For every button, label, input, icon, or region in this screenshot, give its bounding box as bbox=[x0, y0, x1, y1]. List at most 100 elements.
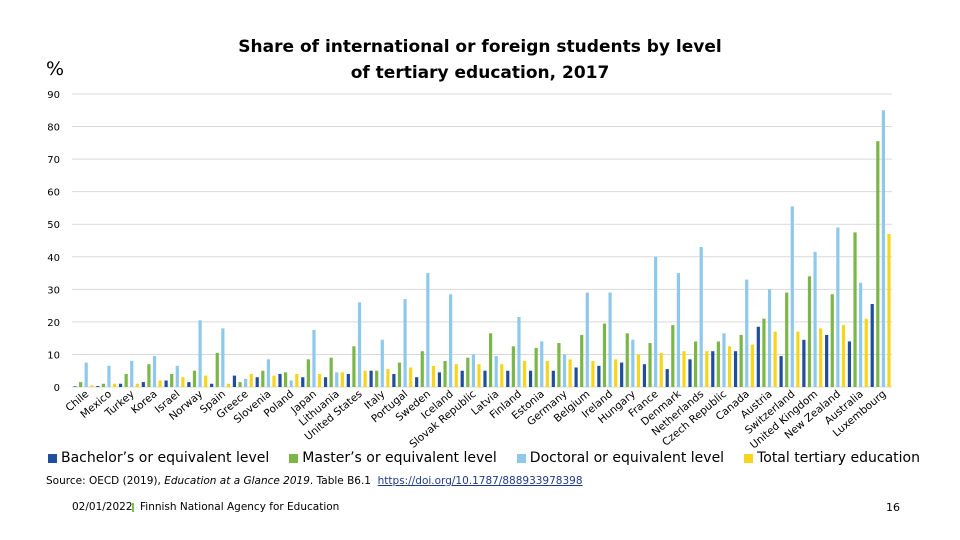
bar bbox=[369, 370, 373, 387]
bar bbox=[841, 325, 846, 387]
bar bbox=[779, 356, 783, 387]
bar bbox=[568, 359, 572, 387]
legend-swatch bbox=[289, 453, 299, 463]
bar bbox=[739, 334, 743, 387]
source-link[interactable]: https://doi.org/10.1787/888933978398 bbox=[377, 475, 583, 487]
bar bbox=[500, 364, 504, 387]
bar bbox=[449, 294, 453, 387]
bar bbox=[887, 233, 891, 387]
bar bbox=[762, 318, 766, 387]
bar bbox=[466, 357, 470, 387]
bar bbox=[340, 372, 344, 387]
bar bbox=[187, 382, 191, 387]
bar bbox=[147, 364, 151, 387]
bar bbox=[602, 323, 607, 387]
bar bbox=[272, 375, 276, 387]
chart-title: Share of international or foreign studen… bbox=[238, 37, 722, 83]
bar bbox=[876, 141, 880, 387]
legend-item: Bachelor’s or equivalent level bbox=[48, 450, 269, 466]
bar bbox=[431, 365, 436, 387]
bar bbox=[511, 346, 515, 387]
bar bbox=[375, 370, 379, 387]
bar bbox=[750, 344, 754, 387]
bar bbox=[830, 294, 834, 387]
bar bbox=[454, 364, 458, 387]
legend-label: Doctoral or equivalent level bbox=[529, 450, 725, 466]
bar bbox=[443, 360, 447, 387]
bar bbox=[289, 380, 293, 387]
bar bbox=[722, 333, 726, 387]
y-tick-label: 70 bbox=[47, 155, 60, 166]
bar bbox=[130, 360, 134, 387]
bar bbox=[625, 333, 629, 387]
bar bbox=[317, 373, 322, 387]
bar bbox=[847, 341, 852, 387]
bar bbox=[802, 339, 806, 387]
bar bbox=[853, 232, 857, 387]
bar bbox=[665, 369, 669, 387]
bar bbox=[631, 339, 635, 387]
legend-swatch bbox=[516, 453, 526, 463]
bar bbox=[671, 325, 675, 387]
bar bbox=[215, 352, 219, 387]
bar bbox=[881, 110, 886, 388]
bar bbox=[397, 362, 402, 387]
bar bbox=[733, 351, 738, 387]
bar bbox=[545, 360, 549, 387]
bar bbox=[483, 370, 487, 387]
bar bbox=[301, 377, 305, 387]
bar bbox=[711, 351, 715, 387]
bar bbox=[420, 351, 424, 387]
bar bbox=[574, 367, 578, 387]
bar bbox=[767, 289, 772, 387]
bar bbox=[870, 303, 874, 387]
bar bbox=[528, 370, 533, 387]
bar bbox=[551, 370, 555, 387]
y-tick-label: 40 bbox=[47, 253, 60, 264]
bar bbox=[198, 320, 202, 387]
bar bbox=[557, 343, 561, 387]
bar bbox=[255, 377, 259, 387]
y-tick-label: 80 bbox=[47, 123, 60, 134]
bar bbox=[283, 372, 288, 387]
bar bbox=[756, 326, 760, 387]
y-tick-label: 60 bbox=[47, 188, 60, 199]
bar bbox=[614, 359, 618, 387]
bar bbox=[773, 331, 777, 387]
y-tick-label: 90 bbox=[47, 90, 60, 101]
bar bbox=[597, 365, 601, 387]
bar bbox=[471, 354, 476, 387]
bar bbox=[426, 273, 430, 387]
bar bbox=[363, 370, 367, 387]
bar bbox=[135, 383, 139, 387]
bar bbox=[819, 328, 823, 387]
y-tick-label: 30 bbox=[47, 285, 60, 296]
page-number: 16 bbox=[886, 501, 900, 514]
bar bbox=[204, 375, 208, 387]
bar bbox=[181, 377, 185, 387]
source-note: Source: OECD (2019), Education at a Glan… bbox=[46, 475, 583, 487]
bar bbox=[585, 292, 589, 387]
bar bbox=[517, 317, 521, 387]
bar bbox=[306, 359, 310, 387]
bar bbox=[96, 386, 100, 387]
bar bbox=[477, 364, 481, 387]
bar bbox=[636, 354, 641, 387]
bar bbox=[591, 360, 595, 387]
bar bbox=[659, 352, 663, 387]
bar bbox=[261, 370, 265, 387]
bar bbox=[232, 375, 237, 387]
bar bbox=[112, 383, 117, 387]
bar bbox=[78, 382, 83, 387]
bar bbox=[460, 370, 464, 387]
bar bbox=[705, 351, 709, 387]
legend-label: Bachelor’s or equivalent level bbox=[61, 450, 270, 466]
bar bbox=[329, 357, 333, 387]
bar bbox=[170, 373, 174, 387]
legend-item: Total tertiary education bbox=[744, 450, 920, 466]
bar bbox=[648, 343, 652, 387]
chart-legend: Bachelor’s or equivalent level Master’s o… bbox=[48, 450, 920, 466]
bar bbox=[790, 206, 794, 387]
legend-label: Master’s or equivalent level bbox=[302, 450, 497, 466]
